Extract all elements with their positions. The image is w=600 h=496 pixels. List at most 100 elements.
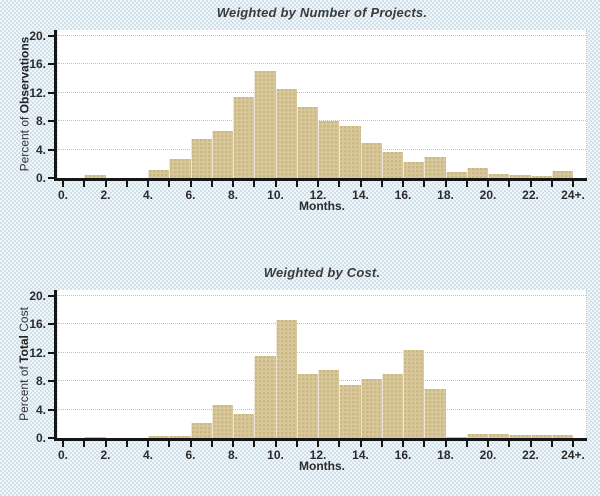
histogram-bar [466,434,488,438]
histogram-bar [254,70,276,178]
x-tick-mark [572,181,574,187]
x-tick-label: 16. [394,448,412,462]
x-tick-label: 2. [100,448,111,462]
x-tick-mark [423,181,426,187]
x-tick-mark [529,181,532,187]
y-tick-mark [48,120,54,123]
histogram-bar [360,379,382,438]
x-tick-label: 8. [227,448,239,462]
y-tick-label: 16. [29,317,46,332]
gridline [58,351,586,353]
x-tick-label: 24+. [561,188,585,202]
y-tick-label: 0. [35,171,46,185]
x-tick-label: 12. [309,448,327,462]
histogram-bar [254,356,276,438]
y-tick-mark [48,295,54,297]
x-tick-mark [402,181,404,187]
histogram-bar [318,369,340,438]
x-axis-line [54,438,587,441]
histogram-bar [445,436,467,438]
histogram-bar [190,138,212,178]
histogram-bar [190,423,212,438]
histogram-bar [381,151,403,178]
x-tick-label: 10. [267,448,284,462]
chart-title-projects: Weighted by Number of Projects. [216,5,428,20]
x-tick-mark [487,181,489,187]
histogram-bar [360,143,382,178]
x-tick-mark [487,441,489,447]
histogram-bar [233,97,255,178]
x-tick-mark [444,181,447,187]
x-tick-mark [295,181,298,187]
y-tick-label: 20. [29,29,46,43]
x-tick-mark [338,441,341,447]
x-tick-mark [147,441,149,447]
histogram-bar [169,158,191,178]
histogram-bar [424,389,446,438]
x-tick-mark [83,441,86,447]
y-tick-mark [48,63,54,66]
histogram-bar [509,175,531,178]
y-tick-mark [48,91,54,94]
x-tick-mark [210,181,213,187]
histogram-bar [488,434,510,438]
x-axis-title-months-bottom: Months. [299,459,345,473]
gridline [58,323,586,325]
x-axis-title-months-top: Months. [299,199,345,213]
x-tick-mark [83,181,86,187]
x-tick-mark [550,441,553,447]
x-tick-mark [274,181,277,187]
x-tick-mark [168,181,171,187]
y-tick-mark [48,177,54,179]
x-tick-mark [274,441,277,447]
x-tick-label: 14. [352,448,369,462]
x-tick-mark [572,441,574,447]
x-tick-mark [338,181,341,187]
histogram-bar [509,435,531,438]
y-axis-line [54,30,57,181]
x-tick-label: 22. [522,448,539,462]
x-tick-mark [529,441,532,447]
gridline [58,295,586,296]
x-tick-mark [402,441,404,447]
y-tick-mark [48,323,54,326]
y-tick-label: 4. [35,402,46,417]
x-tick-mark [62,181,64,187]
histogram-bar [318,120,340,178]
x-tick-mark [62,441,64,447]
histogram-bar [381,374,403,438]
x-tick-label: 6. [185,188,196,202]
y-tick-label: 12. [29,85,46,100]
x-tick-mark [465,181,468,187]
histogram-bar [296,107,318,178]
histogram-bar [339,126,361,178]
x-tick-mark [423,441,426,447]
y-axis-title-text: Percent of [17,113,32,172]
x-tick-label: 2. [100,188,111,202]
histogram-bar [275,320,297,438]
x-tick-label: 24+. [561,448,585,462]
x-tick-label: 12. [309,188,327,202]
y-tick-mark [48,148,54,151]
histogram-bar [445,172,467,178]
histogram-bar [211,131,233,178]
y-tick-mark [48,35,54,37]
x-tick-mark [380,441,383,447]
histogram-bar [466,168,488,178]
x-tick-mark [104,181,107,187]
x-tick-label: 8. [227,188,239,202]
histogram-bar [551,435,573,438]
histogram-bar [148,435,170,438]
histogram-bar [339,385,361,438]
y-axis-title-bold: Observations [17,36,32,114]
y-tick-mark [48,380,54,383]
histogram-bar [148,170,170,178]
x-tick-label: 18. [437,188,454,202]
y-tick-mark [48,437,54,439]
x-tick-mark [380,181,383,187]
y-tick-label: 0. [35,431,46,445]
x-tick-mark [253,441,256,447]
x-tick-label: 22. [522,188,539,202]
x-tick-mark [210,441,213,447]
